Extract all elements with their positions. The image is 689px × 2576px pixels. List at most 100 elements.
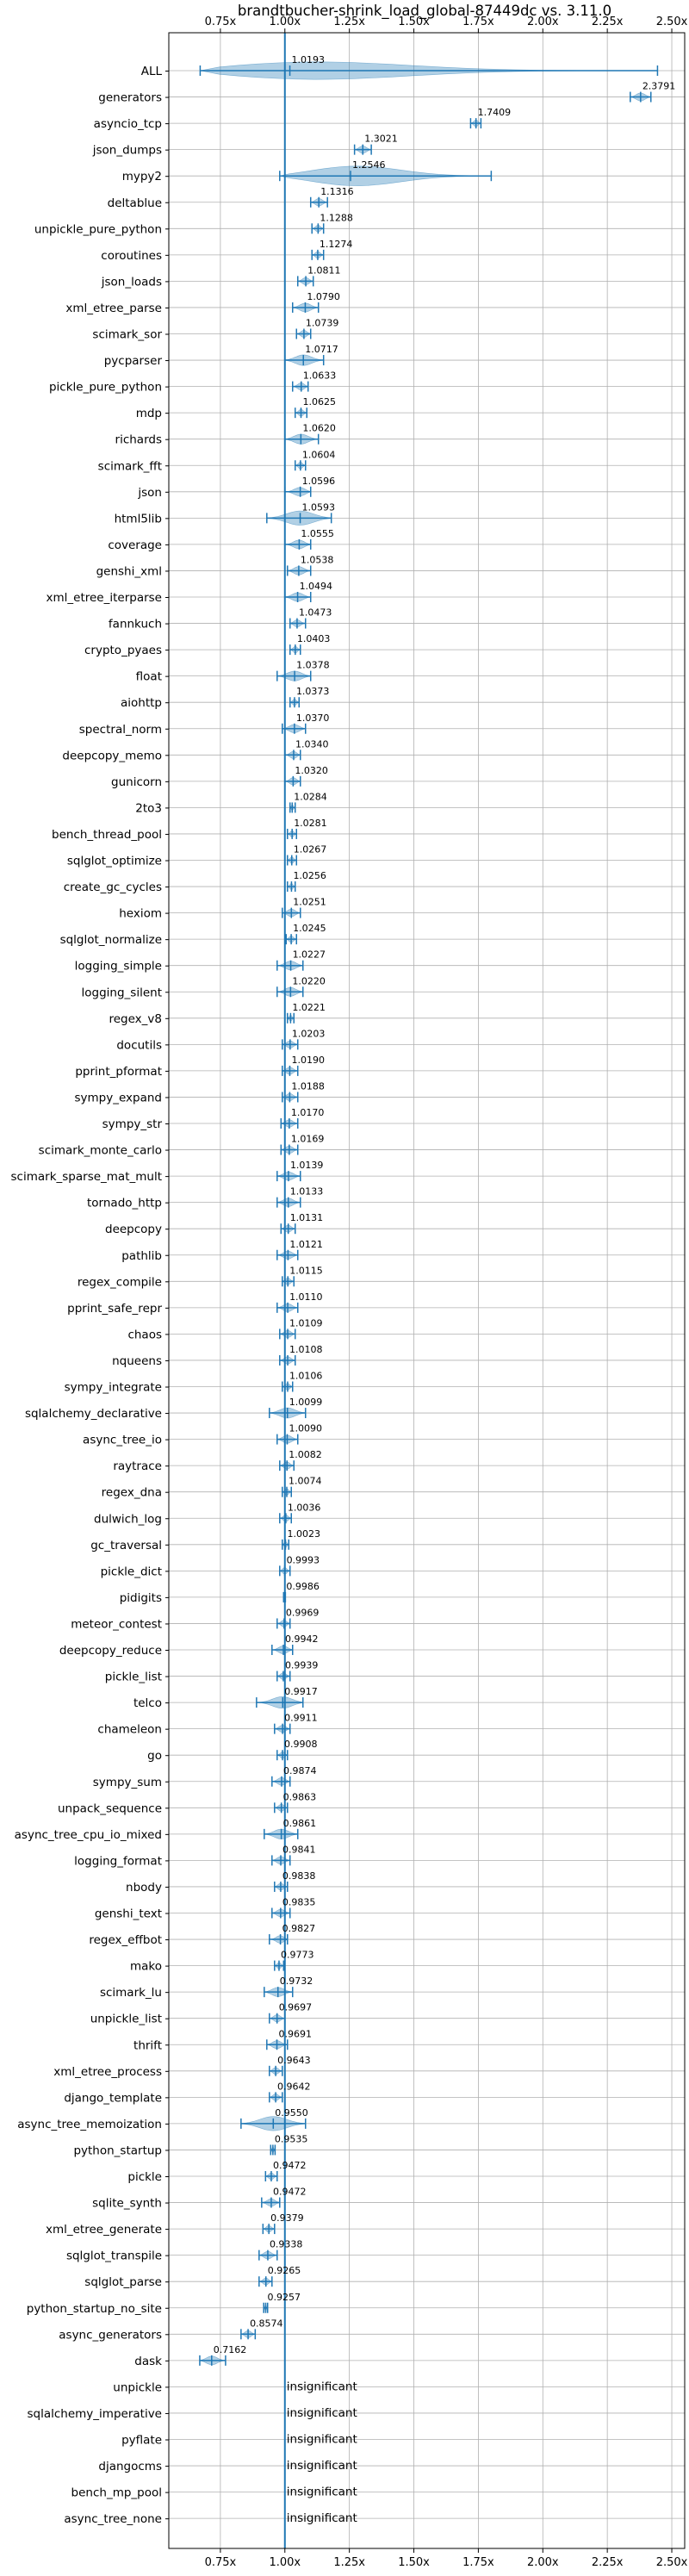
benchmark-label: unpickle — [113, 2380, 162, 2394]
value-label: 1.0074 — [289, 1476, 322, 1487]
value-label: 1.2546 — [352, 159, 386, 171]
benchmark-label: meteor_contest — [71, 1617, 162, 1631]
benchmark-label: bench_mp_pool — [71, 2486, 162, 2500]
value-label: 1.0190 — [291, 1055, 325, 1066]
benchmark-label: pickle_dict — [101, 1565, 162, 1578]
value-label: 0.9642 — [277, 2081, 311, 2092]
value-label: 1.0403 — [297, 633, 331, 644]
chart-title: brandtbucher-shrink_load_global-87449dc … — [238, 3, 611, 20]
benchmark-label: deepcopy_memo — [62, 749, 162, 762]
grid-lines — [169, 33, 685, 2548]
value-label: 0.9379 — [270, 2212, 304, 2224]
value-label: 0.8574 — [250, 2318, 283, 2329]
value-label: 0.9838 — [282, 1870, 316, 1882]
value-label: 1.0790 — [307, 291, 340, 302]
x-tick-label-top: 2.00x — [527, 16, 559, 28]
benchmark-label: chameleon — [97, 1723, 162, 1737]
benchmark-label: sympy_expand — [74, 1091, 162, 1104]
x-tick-label-bottom: 2.50x — [656, 2556, 688, 2569]
x-tick-label-top: 2.25x — [592, 16, 624, 28]
value-label: 1.0170 — [291, 1107, 325, 1118]
benchmark-label: logging_format — [74, 1854, 162, 1868]
benchmark-label: regex_v8 — [109, 1012, 162, 1026]
value-label: 1.0593 — [302, 501, 336, 513]
benchmark-label: logging_simple — [75, 960, 162, 974]
value-label: 1.1288 — [320, 212, 353, 223]
benchmark-label: sqlglot_transpile — [66, 2249, 162, 2263]
value-label: 1.0108 — [289, 1344, 323, 1355]
benchmark-label: async_tree_cpu_io_mixed — [15, 1828, 162, 1842]
benchmark-label: unpack_sequence — [58, 1801, 162, 1815]
value-label: 0.7162 — [214, 2344, 247, 2355]
benchmark-label: pickle_list — [105, 1671, 162, 1684]
benchmark-label: unpickle_list — [90, 2013, 162, 2026]
benchmark-label: python_startup — [73, 2144, 162, 2157]
benchmark-label: pickle_pure_python — [49, 381, 162, 395]
category-labels: ALL generators asyncio_tcp json_dumps mypy2 d… — [11, 65, 163, 2526]
value-label: 1.0221 — [292, 1002, 326, 1013]
benchmark-label: html5lib — [115, 512, 162, 526]
value-label: 1.1316 — [320, 186, 354, 197]
benchmark-label: django_template — [64, 2091, 162, 2105]
value-label: 0.9841 — [282, 1844, 316, 1855]
value-label: 1.0082 — [289, 1449, 322, 1460]
value-label: 1.0121 — [289, 1239, 323, 1250]
benchmark-label: json — [137, 486, 162, 500]
value-label: 1.0188 — [291, 1080, 325, 1092]
value-label: 0.9773 — [281, 1950, 314, 1961]
benchmark-label: telco — [133, 1696, 162, 1710]
benchmark-label: sqlglot_parse — [84, 2275, 162, 2289]
benchmark-label: genshi_xml — [96, 564, 162, 578]
value-label: 1.0227 — [293, 949, 326, 961]
value-label: 1.0106 — [289, 1371, 323, 1382]
benchmark-label: dulwich_log — [94, 1512, 162, 1526]
benchmark-label: fannkuch — [109, 618, 162, 632]
benchmark-label: xml_etree_iterparse — [47, 591, 163, 605]
benchmark-label: 2to3 — [135, 801, 162, 815]
benchmark-label: sqlglot_optimize — [67, 855, 162, 868]
benchmark-label: pycparser — [104, 354, 163, 368]
value-label: 0.9969 — [286, 1607, 320, 1618]
benchmark-label: async_tree_io — [83, 1434, 162, 1447]
value-label: 0.9993 — [287, 1554, 320, 1565]
value-label: 0.9550 — [275, 2107, 308, 2119]
value-label: 1.0115 — [289, 1265, 323, 1276]
benchmark-label: generators — [98, 91, 162, 105]
value-label: 1.0220 — [292, 975, 326, 986]
value-label: 1.0494 — [300, 581, 333, 592]
x-tick-label-top: 1.50x — [398, 16, 430, 28]
benchmark-label: deltablue — [108, 196, 162, 210]
value-label: 0.9917 — [284, 1686, 318, 1697]
benchmark-label: deepcopy_reduce — [59, 1644, 162, 1658]
benchmark-label: scimark_sparse_mat_mult — [11, 1170, 162, 1184]
value-label: 1.0538 — [301, 554, 334, 565]
value-label: 0.9691 — [279, 2028, 313, 2039]
benchmark-label: float — [136, 670, 162, 684]
benchmark-label: regex_dna — [102, 1486, 162, 1500]
benchmark-label: unpickle_pure_python — [34, 222, 162, 236]
benchmark-label: mypy2 — [122, 170, 162, 184]
benchmark-label: gc_traversal — [90, 1539, 162, 1552]
violins — [198, 61, 659, 2366]
benchmark-label: pyflate — [121, 2434, 162, 2448]
benchmark-label: pathlib — [121, 1249, 162, 1263]
benchmark-label: regex_effbot — [89, 1933, 162, 1947]
benchmark-label: pprint_safe_repr — [67, 1302, 162, 1316]
value-label: 0.9338 — [270, 2239, 303, 2250]
value-label: 1.0251 — [293, 897, 326, 908]
benchmark-label: aiohttp — [121, 696, 162, 710]
value-label: 1.0169 — [291, 1134, 325, 1145]
value-label: 1.0090 — [289, 1423, 322, 1434]
benchmark-label: xml_etree_parse — [65, 302, 162, 315]
value-label: 1.0811 — [307, 264, 341, 276]
benchmark-label: xml_etree_process — [53, 2065, 162, 2079]
benchmark-label: async_generators — [59, 2328, 162, 2342]
value-label: 1.0131 — [290, 1212, 324, 1223]
benchmark-label: bench_thread_pool — [52, 828, 162, 842]
benchmark-label: nbody — [126, 1881, 162, 1895]
benchmark-label: richards — [115, 433, 162, 447]
benchmark-label: chaos — [127, 1328, 162, 1341]
value-label: 1.0633 — [303, 370, 337, 382]
value-label: 1.0373 — [296, 686, 330, 697]
x-tick-label-top: 1.25x — [333, 16, 365, 28]
